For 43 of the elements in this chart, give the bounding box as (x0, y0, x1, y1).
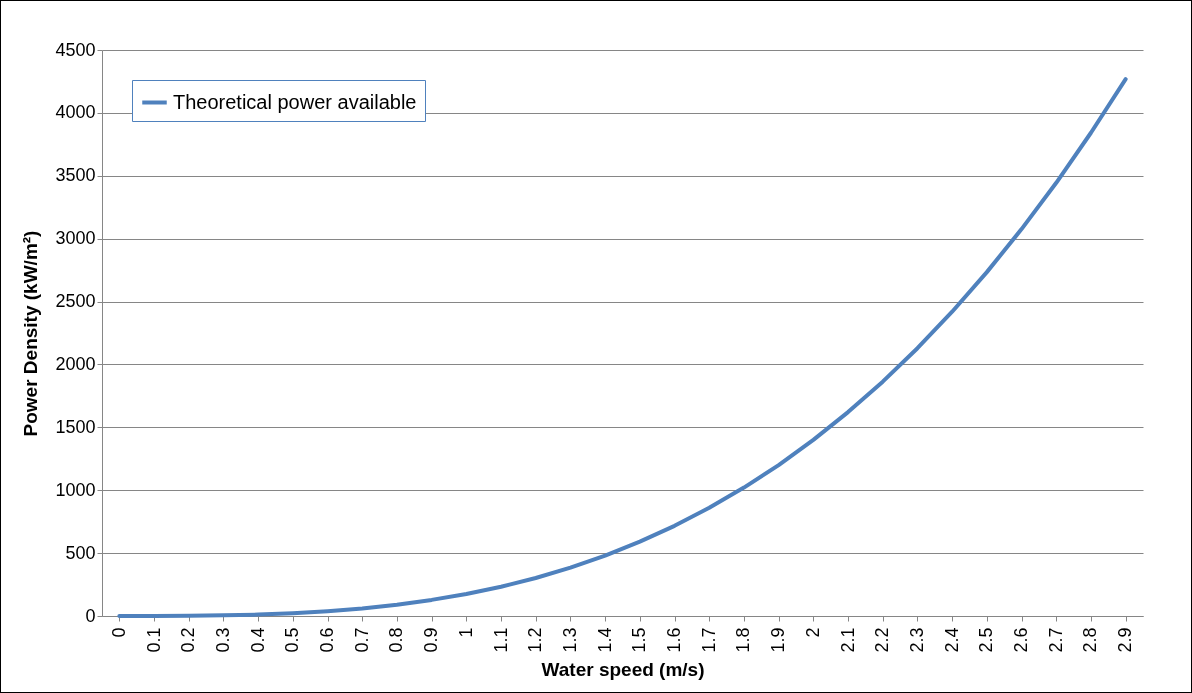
legend-label: Theoretical power available (173, 90, 417, 113)
x-tick-label: 1.6 (664, 627, 685, 653)
x-tick-label: 0.9 (421, 627, 442, 653)
x-tick-label: 2.8 (1080, 627, 1101, 653)
y-tick-label: 4000 (55, 102, 96, 123)
y-tick-label: 1500 (55, 416, 96, 437)
x-tick-label: 1.3 (559, 627, 580, 653)
x-tick-label: 0 (108, 627, 129, 638)
x-tick-label: 0.1 (143, 627, 164, 653)
x-tick-label: 0.5 (282, 627, 303, 653)
x-tick-label: 1.7 (698, 627, 719, 653)
y-tick-label: 2500 (55, 291, 96, 312)
x-tick-label: 1 (455, 627, 476, 638)
x-tick-label: 0.2 (178, 627, 199, 653)
x-tick-label: 1.4 (594, 627, 615, 653)
y-tick-label: 1000 (55, 479, 96, 500)
x-tick-label: 1.5 (629, 627, 650, 653)
x-tick-label: 0.3 (212, 627, 233, 653)
y-tick-label: 4500 (55, 39, 96, 60)
x-tick-label: 2.1 (837, 627, 858, 653)
line-series (117, 77, 1128, 618)
x-tick-label: 2.5 (976, 627, 997, 653)
x-tick-label: 2.3 (906, 627, 927, 653)
y-tick-label: 3500 (55, 165, 96, 186)
y-axis-title: Power Density (kW/m²) (20, 230, 42, 437)
x-tick-label: 0.4 (247, 627, 268, 653)
x-tick-label: 2.7 (1045, 627, 1066, 653)
x-tick-label: 0.6 (317, 627, 338, 653)
x-tick-label: 2.6 (1011, 627, 1032, 653)
x-tick-label: 1.2 (525, 627, 546, 653)
x-tick-label: 0.7 (351, 627, 372, 653)
x-tick-label: 1.1 (490, 627, 511, 653)
x-tick-label: 1.9 (768, 627, 789, 653)
x-tick-label: 2.4 (941, 627, 962, 653)
x-tick-label: 2.2 (872, 627, 893, 653)
x-axis-title: Water speed (m/s) (541, 658, 705, 680)
x-tick-label: 2.9 (1115, 627, 1136, 653)
x-tick-label: 0.8 (386, 627, 407, 653)
x-tick-label: 1.8 (733, 627, 754, 653)
x-tick-label: 2 (802, 627, 823, 638)
y-tick-label: 500 (65, 542, 96, 563)
y-tick-label: 2000 (55, 353, 96, 374)
y-tick-label: 3000 (55, 228, 96, 249)
